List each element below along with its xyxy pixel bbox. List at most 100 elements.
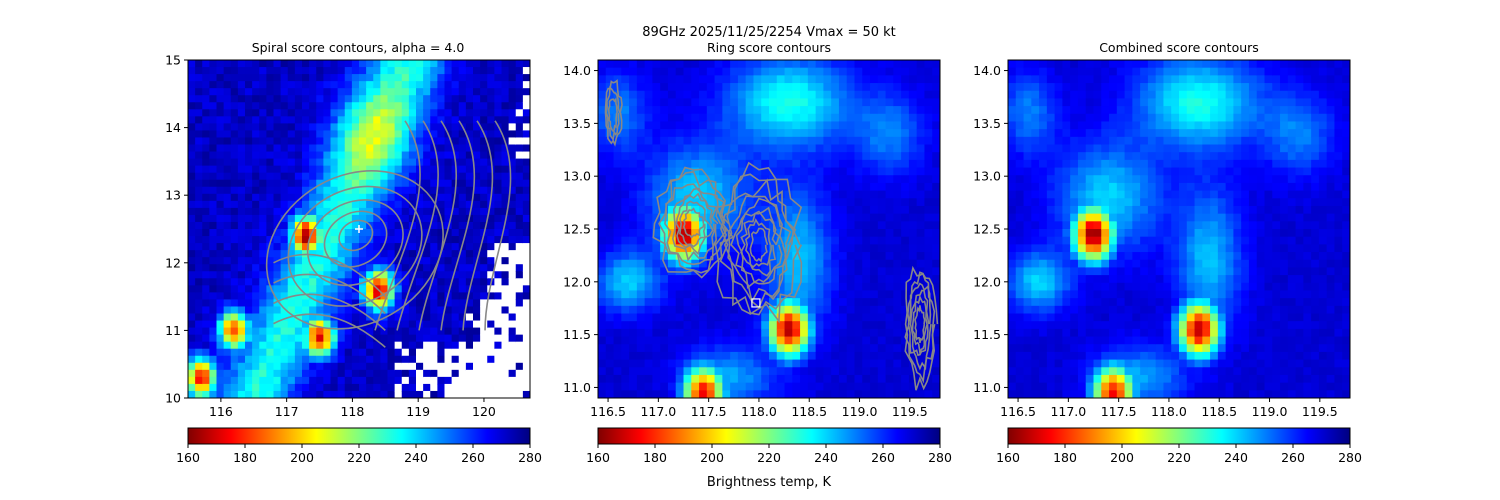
spiral-contour xyxy=(273,313,386,348)
y-tick-label: 13.0 xyxy=(563,169,591,184)
colorbar-tick-label: 240 xyxy=(404,450,428,465)
colorbar-tick-label: 240 xyxy=(814,450,838,465)
colorbar-tick-label: 220 xyxy=(757,450,781,465)
y-tick-label: 13 xyxy=(165,188,181,203)
spiral-contour xyxy=(440,120,476,331)
colorbar-tick-label: 220 xyxy=(1167,450,1191,465)
ring-contour xyxy=(745,218,772,269)
x-tick-label: 119.5 xyxy=(1302,404,1338,419)
spiral-contour xyxy=(484,120,512,331)
ring-contour xyxy=(664,183,722,266)
panel-spiral: Spiral score contours, alpha = 4.0 116 11… xyxy=(165,40,542,465)
x-tick-label: 118.5 xyxy=(1201,404,1237,419)
y-tick-label: 11 xyxy=(165,323,181,338)
y-tick-label: 14.0 xyxy=(563,63,591,78)
colorbar-tick-label: 260 xyxy=(871,450,895,465)
x-tick-label: 118 xyxy=(340,404,364,419)
panel-title-ring: Ring score contours xyxy=(707,40,831,55)
y-tick-label: 12 xyxy=(165,255,181,270)
heatmap-0 xyxy=(188,60,530,398)
colorbar-tick-label: 260 xyxy=(1281,450,1305,465)
ring-contour xyxy=(658,170,730,274)
x-tick-label: 120 xyxy=(472,404,496,419)
x-tick-label: 116.5 xyxy=(1000,404,1036,419)
colorbar-tick-label: 160 xyxy=(176,450,200,465)
x-tick-label: 118.0 xyxy=(741,404,777,419)
x-tick-label: 117.5 xyxy=(691,404,727,419)
spiral-contour xyxy=(273,273,386,315)
spiral-contour xyxy=(462,120,494,331)
x-tick-label: 117.0 xyxy=(1050,404,1086,419)
suptitle: 89GHz 2025/11/25/2254 Vmax = 50 kt xyxy=(642,25,896,40)
x-tick-label: 116 xyxy=(209,404,233,419)
y-tick-label: 11.5 xyxy=(563,327,591,342)
y-tick-label: 11.0 xyxy=(973,380,1001,395)
ring-contour xyxy=(740,210,777,277)
center-marker xyxy=(751,298,761,308)
spiral-contour xyxy=(418,120,457,331)
ring-contour xyxy=(675,192,714,256)
spiral-contour xyxy=(374,120,421,331)
ring-contour xyxy=(671,187,719,262)
heatmap-2 xyxy=(1008,60,1350,398)
y-tick-label: 13.5 xyxy=(563,116,591,131)
contours-0 xyxy=(265,120,512,348)
ring-contour xyxy=(719,173,803,316)
spiral-contour xyxy=(396,120,439,331)
ring-contour xyxy=(909,289,930,357)
spiral-contour xyxy=(273,253,386,298)
x-tick-label: 119 xyxy=(406,404,430,419)
ring-contour xyxy=(723,178,795,309)
center-marker xyxy=(355,225,363,233)
panel-ring: Ring score contours 116.5 117.0 117.5 118.0… xyxy=(563,40,952,465)
ring-contour xyxy=(605,86,621,142)
ring-contour xyxy=(735,206,783,284)
y-tick-label: 11.5 xyxy=(973,327,1001,342)
colorbar-tick-label: 240 xyxy=(1224,450,1248,465)
colorbar xyxy=(597,427,941,445)
x-tick-label: 119.0 xyxy=(842,404,878,419)
colorbar-tick-label: 160 xyxy=(996,450,1020,465)
panel-combined: Combined score contours 116.5 117.0 117.5 1… xyxy=(973,40,1362,465)
colorbar-tick-label: 280 xyxy=(928,450,952,465)
ring-contour xyxy=(749,227,769,263)
heatmap-1 xyxy=(598,60,940,398)
y-tick-label: 15 xyxy=(165,53,181,68)
colorbar-tick-label: 180 xyxy=(1053,450,1077,465)
ring-contour xyxy=(911,294,928,355)
colorbar-tick-label: 220 xyxy=(347,450,371,465)
ring-contour xyxy=(904,265,939,391)
colorbar-tick-label: 200 xyxy=(1110,450,1134,465)
ring-contour xyxy=(907,282,932,371)
y-tick-label: 13.5 xyxy=(973,116,1001,131)
colorbar xyxy=(187,427,531,445)
ring-contour xyxy=(714,161,803,324)
ring-contour xyxy=(607,97,618,133)
y-tick-label: 14.0 xyxy=(973,63,1001,78)
ring-contour xyxy=(730,197,787,290)
x-tick-label: 118.5 xyxy=(791,404,827,419)
spiral-contour xyxy=(338,219,374,252)
colorbar-tick-label: 280 xyxy=(518,450,542,465)
colorbar-tick-label: 160 xyxy=(586,450,610,465)
ring-contour xyxy=(914,305,926,344)
y-tick-label: 12.0 xyxy=(563,274,591,289)
y-tick-label: 14 xyxy=(165,120,181,135)
x-tick-label: 117.0 xyxy=(640,404,676,419)
colorbar xyxy=(1007,427,1351,445)
contours-1 xyxy=(604,79,939,391)
panel-title-combined: Combined score contours xyxy=(1099,40,1259,55)
y-tick-label: 11.0 xyxy=(563,380,591,395)
colorbar-tick-label: 260 xyxy=(461,450,485,465)
x-tick-label: 119.0 xyxy=(1252,404,1288,419)
panel-title-spiral: Spiral score contours, alpha = 4.0 xyxy=(252,40,465,55)
spiral-contour xyxy=(323,210,388,268)
x-tick-label: 117 xyxy=(275,404,299,419)
spiral-contour xyxy=(273,293,386,331)
colorbar-label: Brightness temp, K xyxy=(707,475,832,490)
ring-contour xyxy=(679,200,710,248)
ring-contour xyxy=(682,207,705,239)
x-tick-label: 118.0 xyxy=(1151,404,1187,419)
colorbar-tick-label: 180 xyxy=(643,450,667,465)
